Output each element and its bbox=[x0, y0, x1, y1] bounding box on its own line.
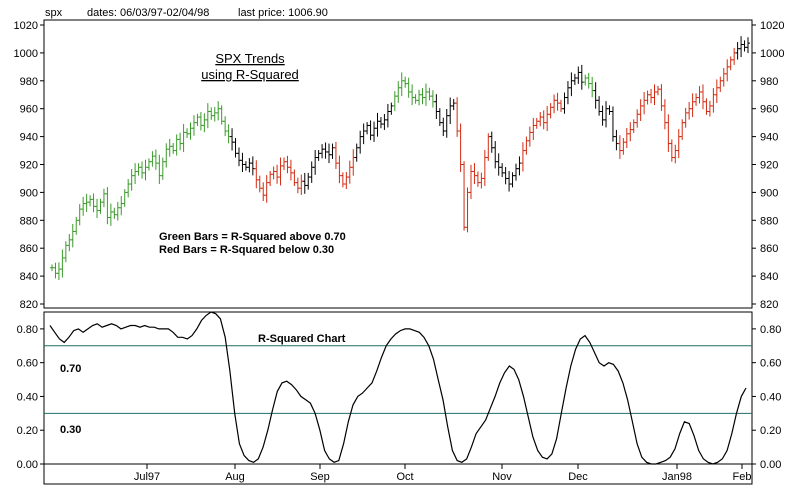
price-ytick-label-left: 1000 bbox=[14, 48, 38, 60]
date-tick-label: Nov bbox=[492, 471, 512, 483]
legend-green-note: Green Bars = R-Squared above 0.70 bbox=[159, 231, 346, 243]
date-tick-label: Dec bbox=[568, 471, 588, 483]
legend-red-note: Red Bars = R-Squared below 0.30 bbox=[159, 244, 334, 256]
last-price-label: last price: 1006.90 bbox=[238, 7, 328, 19]
price-ytick-label-right: 820 bbox=[760, 299, 778, 311]
rsq-ytick-label-left: 0.40 bbox=[17, 391, 38, 403]
date-tick-label: Aug bbox=[225, 471, 245, 483]
price-ytick-label-right: 900 bbox=[760, 187, 778, 199]
date-tick-label: Jul97 bbox=[134, 471, 160, 483]
date-tick-label: Sep bbox=[310, 471, 330, 483]
chart-title-line1: SPX Trends bbox=[215, 51, 285, 66]
price-ytick-label-right: 940 bbox=[760, 132, 778, 144]
threshold-label-low: 0.30 bbox=[60, 424, 81, 436]
rsquared-chart-title: R-Squared Chart bbox=[258, 333, 346, 345]
date-tick-label: Oct bbox=[396, 471, 413, 483]
price-ytick-label-right: 960 bbox=[760, 104, 778, 116]
price-ytick-label-left: 900 bbox=[20, 187, 38, 199]
rsq-ytick-label-left: 0.00 bbox=[17, 459, 38, 471]
price-ytick-label-left: 1020 bbox=[14, 20, 38, 32]
rsq-ytick-label-right: 0.00 bbox=[760, 459, 781, 471]
price-ytick-label-right: 1000 bbox=[760, 48, 784, 60]
price-ytick-label-left: 840 bbox=[20, 271, 38, 283]
price-ytick-label-right: 980 bbox=[760, 76, 778, 88]
date-tick-label: Jan98 bbox=[662, 471, 692, 483]
price-ytick-label-right: 840 bbox=[760, 271, 778, 283]
rsq-ytick-label-left: 0.60 bbox=[17, 358, 38, 370]
symbol-label: spx bbox=[45, 7, 63, 19]
rsquared-line bbox=[49, 311, 747, 465]
price-ytick-label-left: 980 bbox=[20, 76, 38, 88]
price-ytick-label-right: 920 bbox=[760, 160, 778, 172]
rsq-ytick-label-right: 0.60 bbox=[760, 358, 781, 370]
price-ytick-label-left: 860 bbox=[20, 243, 38, 255]
price-ytick-label-left: 960 bbox=[20, 104, 38, 116]
rsq-ytick-label-right: 0.20 bbox=[760, 425, 781, 437]
rsq-ytick-label-right: 0.80 bbox=[760, 324, 781, 336]
price-ytick-label-left: 940 bbox=[20, 132, 38, 144]
date-axis-strip bbox=[43, 463, 753, 485]
price-ytick-label-right: 860 bbox=[760, 243, 778, 255]
rsq-ytick-label-left: 0.20 bbox=[17, 425, 38, 437]
price-ytick-label-left: 880 bbox=[20, 215, 38, 227]
price-ytick-label-left: 820 bbox=[20, 299, 38, 311]
price-ytick-label-right: 880 bbox=[760, 215, 778, 227]
price-ytick-label-right: 1020 bbox=[760, 20, 784, 32]
threshold-label-high: 0.70 bbox=[60, 363, 81, 375]
chart-title-line2: using R-Squared bbox=[201, 67, 299, 82]
date-range-label: dates: 06/03/97-02/04/98 bbox=[87, 7, 209, 19]
price-ytick-label-left: 920 bbox=[20, 160, 38, 172]
rsq-ytick-label-left: 0.80 bbox=[17, 324, 38, 336]
date-tick-label: Feb bbox=[733, 471, 752, 483]
rsq-ytick-label-right: 0.40 bbox=[760, 391, 781, 403]
